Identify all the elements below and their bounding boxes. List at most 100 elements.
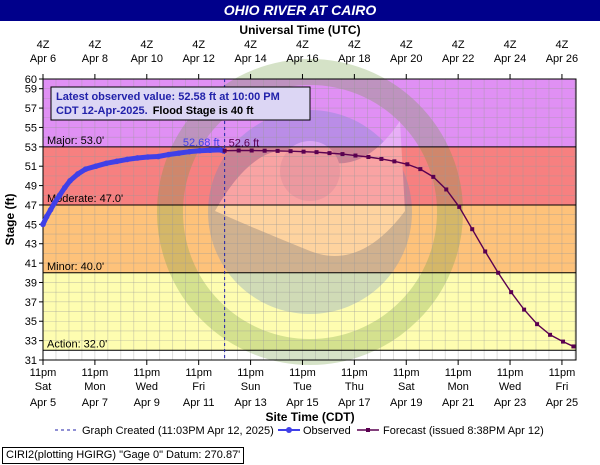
x-tick-label-time: 11pm — [237, 367, 264, 379]
top-tick-label-date: Apr 18 — [338, 53, 370, 65]
y-tick-label: 31 — [25, 355, 37, 367]
x-tick-label-weekday: Mon — [447, 381, 468, 393]
y-tick-label: 35 — [25, 316, 37, 328]
forecast-point — [236, 148, 241, 153]
forecast-point — [314, 150, 319, 155]
y-axis-title: Stage (ft) — [3, 194, 17, 246]
y-tick-label: 39 — [25, 277, 37, 289]
observed-point — [186, 148, 193, 155]
x-tick-label-weekday: Thu — [345, 381, 364, 393]
forecast-point — [327, 151, 332, 156]
y-tick-label: 60 — [25, 74, 37, 86]
x-tick-label-date: Apr 11 — [183, 397, 215, 409]
x-tick-label-weekday: Wed — [136, 381, 158, 393]
top-tick-label-hour: 4Z — [192, 39, 205, 51]
forecast-point — [509, 290, 514, 295]
x-tick-label-time: 11pm — [445, 367, 472, 379]
legend-observed-marker — [286, 427, 292, 433]
observed-point — [51, 200, 58, 206]
forecast-point — [561, 339, 566, 344]
x-tick-label-date: Apr 25 — [546, 397, 578, 409]
forecast-point — [483, 249, 488, 254]
x-tick-label-weekday: Sat — [398, 381, 415, 393]
top-tick-label-hour: 4Z — [37, 39, 50, 51]
observed-point — [165, 151, 172, 158]
forecast-point — [262, 148, 267, 153]
x-tick-label-weekday: Fri — [192, 381, 205, 393]
threshold-label-moderate: Moderate: 47.0' — [47, 193, 123, 205]
x-tick-label-time: 11pm — [393, 367, 420, 379]
datum-footer: CIRI2(plotting HGIRG) "Gage 0" Datum: 27… — [2, 447, 245, 464]
x-tick-label-time: 11pm — [30, 367, 57, 379]
x-tick-label-date: Apr 7 — [82, 397, 108, 409]
observed-point — [207, 147, 213, 154]
top-tick-label-hour: 4Z — [296, 39, 309, 51]
top-tick-label-hour: 4Z — [244, 39, 257, 51]
legend-forecast-marker — [366, 428, 370, 432]
top-tick-label-date: Apr 22 — [442, 53, 474, 65]
observed-point — [62, 184, 68, 191]
top-tick-label-date: Apr 24 — [494, 53, 526, 65]
observed-point — [113, 158, 120, 165]
x-tick-label-time: 11pm — [549, 367, 576, 379]
observed-point — [145, 154, 151, 160]
x-tick-label-time: 11pm — [133, 367, 160, 379]
observed-point — [40, 221, 46, 228]
observed-point — [75, 171, 81, 177]
top-tick-label-hour: 4Z — [556, 39, 569, 51]
top-tick-label-date: Apr 12 — [182, 53, 214, 65]
top-tick-label-hour: 4Z — [504, 39, 517, 51]
y-tick-label: 51 — [25, 161, 37, 173]
forecast-point — [392, 159, 397, 164]
y-tick-label: 33 — [25, 336, 37, 348]
band-normal — [43, 350, 576, 360]
top-tick-label-date: Apr 16 — [286, 53, 318, 65]
legend-graph-created-label: Graph Created (11:03PM Apr 12, 2025) — [82, 425, 274, 437]
x-tick-label-time: 11pm — [185, 367, 212, 379]
observed-peak-label: 52.68 ft — [183, 137, 220, 149]
y-tick-label: 47 — [25, 200, 37, 212]
legend-forecast-label: Forecast (issued 8:38PM Apr 12) — [383, 425, 544, 437]
top-tick-label-date: Apr 8 — [82, 53, 108, 65]
band-minor — [43, 204, 576, 273]
x-tick-label-weekday: Wed — [499, 381, 521, 393]
x-tick-label-weekday: Sun — [241, 381, 261, 393]
observed-point — [67, 177, 73, 184]
top-tick-label-hour: 4Z — [400, 39, 413, 51]
threshold-label-action: Action: 32.0' — [47, 338, 107, 350]
forecast-point — [470, 227, 475, 232]
forecast-point — [301, 149, 306, 154]
forecast-point — [288, 149, 293, 154]
observed-point — [196, 147, 203, 154]
observed-point — [43, 213, 50, 220]
hydrograph-chart: Major: 53.0' Moderate: 47.0' Minor: 40.0' A… — [3, 23, 578, 437]
x-tick-label-weekday: Mon — [84, 381, 105, 393]
x-tick-label-date: Apr 23 — [494, 397, 526, 409]
x-tick-label-date: Apr 19 — [390, 397, 422, 409]
x-tick-label-time: 11pm — [497, 367, 524, 379]
forecast-point — [366, 155, 371, 160]
info-box — [50, 86, 311, 121]
observed-point — [103, 160, 110, 167]
forecast-point — [379, 156, 384, 161]
y-tick-label: 37 — [25, 297, 37, 309]
y-tick-label: 45 — [25, 219, 37, 231]
forecast-point — [535, 322, 540, 327]
x-tick-label-date: Apr 5 — [30, 397, 56, 409]
forecast-point — [353, 153, 358, 158]
forecast-point — [522, 307, 527, 312]
observed-point — [124, 156, 130, 163]
info-line-flood-stage: CDT 12-Apr-2025. Flood Stage is 40 ft — [56, 105, 254, 117]
forecast-point — [444, 187, 449, 192]
x-tick-label-date: Apr 21 — [442, 397, 474, 409]
forecast-point — [340, 152, 345, 157]
top-tick-label-date: Apr 26 — [546, 53, 578, 65]
top-tick-label-date: Apr 10 — [131, 53, 163, 65]
x-tick-label-time: 11pm — [289, 367, 316, 379]
forecast-point — [405, 162, 410, 167]
forecast-point — [571, 344, 576, 349]
x-tick-label-time: 11pm — [341, 367, 368, 379]
top-tick-label-date: Apr 20 — [390, 53, 422, 65]
x-tick-label-weekday: Tue — [293, 381, 312, 393]
observed-point — [176, 150, 182, 156]
